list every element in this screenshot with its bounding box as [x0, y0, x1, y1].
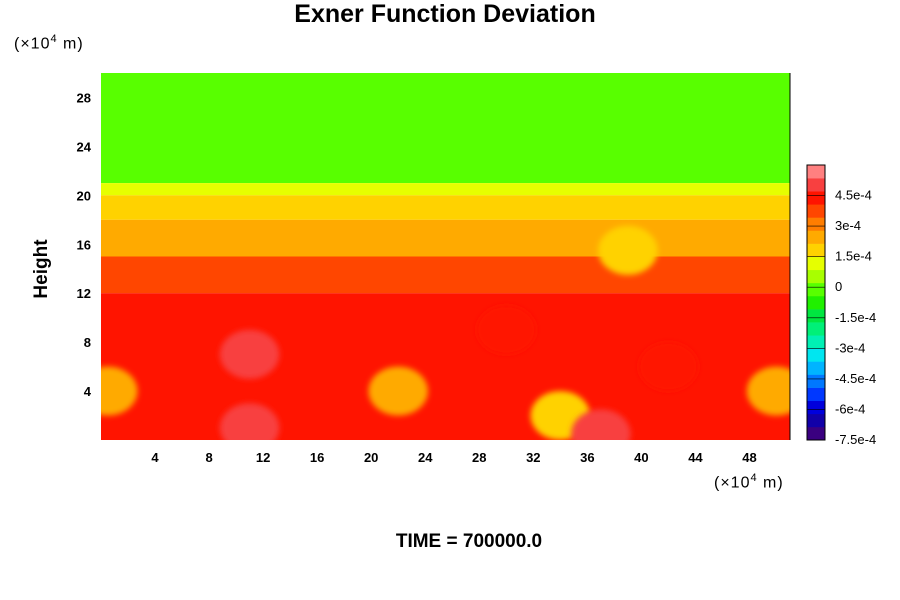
y-axis-unit: (×104 m): [14, 33, 84, 53]
colorbar-label-7: -6e-4: [835, 401, 865, 416]
colorbar-label-3: 0: [835, 279, 842, 294]
field-layer-4: [101, 256, 790, 294]
colorbar-band-12: [807, 269, 825, 284]
colorbar-band-4: [807, 374, 825, 388]
plot-area: [101, 73, 790, 440]
field-feature-4: [101, 366, 138, 416]
time-label: TIME = 700000.0: [395, 531, 543, 552]
colorbar-band-19: [807, 178, 825, 192]
colorbar-label-1: 3e-4: [835, 218, 861, 233]
y-tick-label-8: 8: [84, 335, 91, 350]
x-axis-unit: (×104 m): [714, 472, 784, 492]
field-layer-0: [101, 73, 790, 184]
x-tick-label-12: 12: [256, 450, 270, 465]
field-layer-1: [101, 183, 790, 196]
colorbar-band-6: [807, 348, 825, 362]
x-axis: 4 8 12 16 20 24 28 32 36 40 44 48: [151, 450, 756, 465]
x-tick-label-48: 48: [742, 450, 756, 465]
colorbar-band-10: [807, 295, 825, 310]
field-feature-7: [598, 225, 658, 275]
colorbar-band-17: [807, 204, 825, 218]
colorbar-band-0: [807, 426, 825, 441]
colorbar-band-14: [807, 243, 825, 257]
colorbar-label-0: 4.5e-4: [835, 188, 872, 203]
field-feature-0: [219, 329, 280, 379]
chart-title: Exner Function Deviation: [294, 0, 596, 28]
y-tick-label-4: 4: [84, 384, 92, 399]
x-tick-label-4: 4: [151, 450, 159, 465]
field-layer-3: [101, 219, 790, 257]
x-tick-label-8: 8: [205, 450, 212, 465]
y-tick-label-24: 24: [77, 139, 92, 154]
x-tick-label-24: 24: [418, 450, 433, 465]
y-tick-label-12: 12: [77, 286, 91, 301]
colorbar-band-20: [807, 165, 825, 179]
y-tick-label-28: 28: [77, 90, 91, 105]
field-layer-2: [101, 195, 790, 220]
colorbar-band-3: [807, 387, 825, 402]
colorbar-label-2: 1.5e-4: [835, 249, 872, 264]
colorbar-band-2: [807, 400, 825, 415]
colorbar-band-8: [807, 322, 825, 336]
y-axis: 4 8 12 16 20 24 28: [77, 90, 92, 399]
field-feature-8: [476, 305, 537, 355]
colorbar-band-18: [807, 191, 825, 205]
x-tick-label-28: 28: [472, 450, 486, 465]
field-feature-2: [368, 366, 428, 416]
colorbar-band-1: [807, 413, 825, 428]
y-tick-label-16: 16: [77, 237, 91, 252]
colorbar-band-13: [807, 256, 825, 271]
colorbar-label-5: -3e-4: [835, 340, 865, 355]
x-tick-label-36: 36: [580, 450, 594, 465]
colorbar-label-6: -4.5e-4: [835, 371, 876, 386]
x-tick-label-44: 44: [688, 450, 703, 465]
colorbar-band-5: [807, 361, 825, 375]
x-tick-label-40: 40: [634, 450, 648, 465]
colorbar: 4.5e-4 3e-4 1.5e-4 0 -1.5e-4 -3e-4 -4.5e-4 -6e-…: [806, 164, 876, 447]
x-tick-label-20: 20: [364, 450, 378, 465]
field-feature-3: [746, 366, 790, 416]
y-tick-label-20: 20: [77, 188, 91, 203]
colorbar-band-9: [807, 309, 825, 323]
x-tick-label-16: 16: [310, 450, 324, 465]
colorbar-band-16: [807, 217, 825, 231]
colorbar-label-8: -7.5e-4: [835, 432, 876, 447]
x-tick-label-32: 32: [526, 450, 540, 465]
colorbar-label-4: -1.5e-4: [835, 310, 876, 325]
field-feature-6: [571, 409, 631, 440]
colorbar-band-11: [807, 282, 825, 297]
colorbar-band-7: [807, 335, 825, 349]
field-feature-9: [638, 342, 699, 392]
colorbar-band-15: [807, 230, 825, 244]
field-feature-1: [219, 403, 280, 440]
